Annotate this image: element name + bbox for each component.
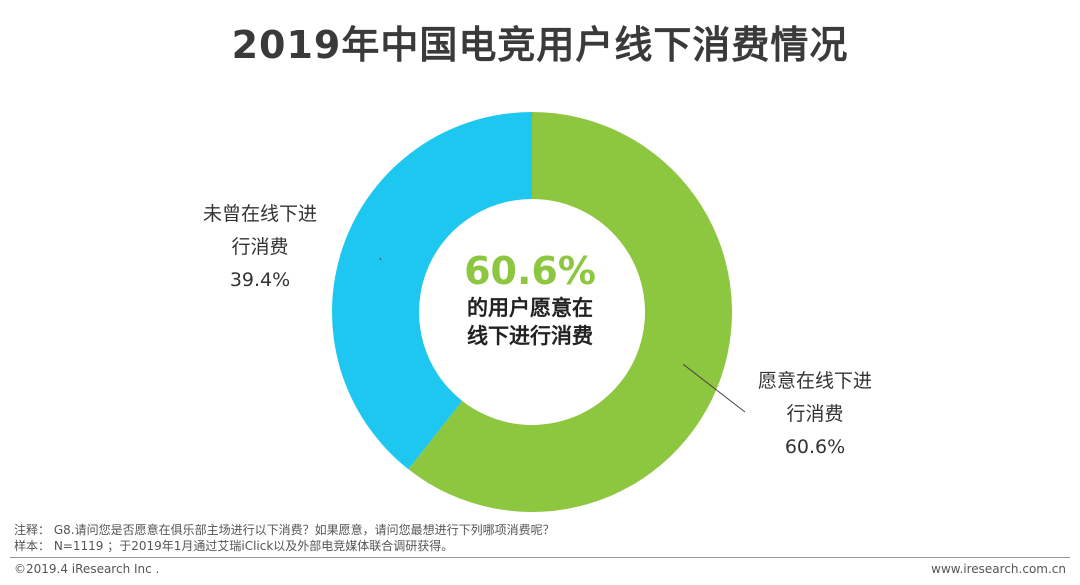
donut-center-text: 60.6% 的用户愿意在 线下进行消费: [430, 248, 630, 350]
footer-divider: [10, 557, 1070, 558]
copyright-text: ©2019.4 iResearch Inc .: [14, 562, 160, 576]
slice-label-willing-offline: 愿意在线下进 行消费 60.6%: [730, 365, 900, 464]
donut-slice-1: [408, 112, 732, 512]
leader-line-1: [682, 363, 746, 413]
slice-label-line: 行消费: [786, 403, 844, 425]
slice-label-line: 未曾在线下进: [202, 203, 317, 225]
center-caption-line: 线下进行消费: [467, 324, 593, 348]
leader-line-2: [379, 257, 382, 260]
notes-block: 注释： G8.请问您是否愿意在俱乐部主场进行以下消费？如果愿意，请问您最想进行下…: [14, 522, 555, 554]
chart-title: 2019年中国电竞用户线下消费情况: [231, 23, 849, 67]
slice-label-line: 愿意在线下进: [757, 370, 872, 392]
note-text: 注释： G8.请问您是否愿意在俱乐部主场进行以下消费？如果愿意，请问您最想进行下…: [14, 523, 555, 537]
website-link[interactable]: www.iresearch.com.cn: [931, 562, 1066, 576]
donut-slice-2: [331, 112, 532, 470]
sample-text: 样本： N=1119 ；于2019年1月通过艾瑞iClick以及外部电竞媒体联合…: [14, 539, 454, 553]
slice-value-label: 60.6%: [784, 436, 846, 458]
center-percentage: 60.6%: [464, 249, 596, 293]
slice-value-label: 39.4%: [229, 269, 291, 291]
slice-label-not-offline: 未曾在线下进 行消费 39.4%: [180, 198, 340, 297]
center-caption-line: 的用户愿意在: [467, 296, 593, 320]
slice-label-line: 行消费: [231, 236, 289, 258]
